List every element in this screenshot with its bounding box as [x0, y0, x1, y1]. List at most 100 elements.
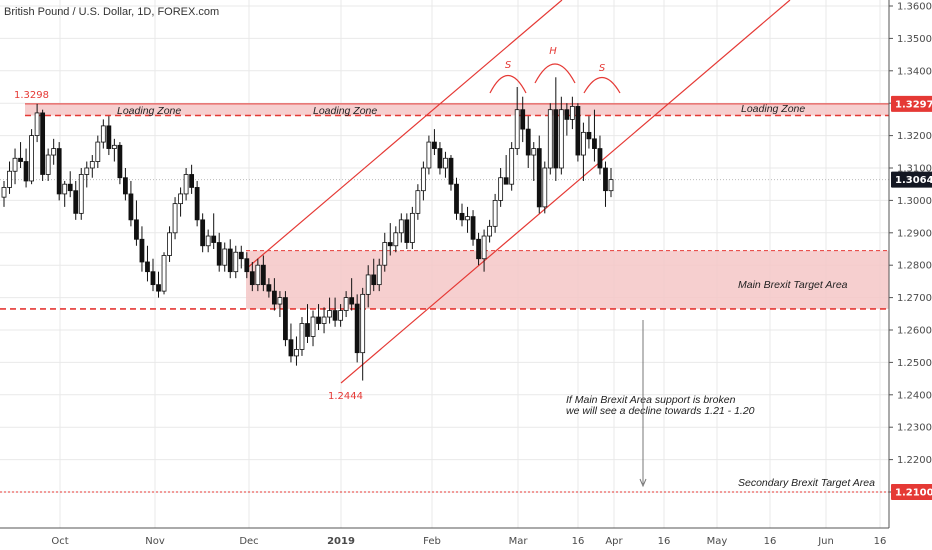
price-tag-box [891, 95, 932, 112]
price-tag-label: 1.32978 [895, 99, 932, 110]
candle [150, 258, 156, 292]
candle [299, 317, 305, 356]
candle [271, 278, 277, 311]
price-tick-label: 1.28000 [897, 261, 932, 272]
time-tick-label: 16 [874, 536, 887, 547]
candle [525, 116, 531, 168]
candle-body [139, 238, 145, 263]
shoulder-right-arc [583, 76, 621, 94]
candle-body [376, 264, 382, 286]
loading-zone-label-3: Loading Zone [741, 103, 805, 115]
candle [492, 193, 498, 233]
candle-body [23, 161, 29, 182]
main-area-label: Main Brexit Target Area [738, 279, 848, 291]
candle [376, 258, 382, 292]
candle [294, 336, 299, 366]
candle [78, 168, 84, 220]
candle-body [503, 177, 509, 185]
candle-body [244, 258, 250, 273]
candle-body [448, 157, 454, 185]
candle-body [189, 174, 195, 188]
candle-body [227, 248, 233, 273]
candle [547, 103, 553, 175]
candle [222, 242, 228, 272]
candle-body [465, 216, 470, 221]
candle [40, 109, 46, 181]
candle-body [520, 109, 526, 130]
candle [382, 232, 388, 272]
pattern-label-s-right: S [599, 63, 606, 74]
time-tick-label: Oct [51, 536, 68, 547]
candle [443, 151, 448, 178]
candle-body [426, 141, 432, 169]
candle-body [332, 310, 338, 321]
candle [249, 261, 255, 292]
candle-body [327, 310, 332, 318]
candle [200, 213, 206, 253]
candle [459, 203, 465, 227]
candle [244, 252, 250, 279]
candle-body [73, 190, 79, 214]
candle [266, 278, 272, 298]
candle [95, 135, 101, 168]
candle [575, 103, 581, 162]
candle-body [150, 271, 156, 286]
candle-body [415, 190, 421, 214]
candle-body [586, 131, 592, 140]
candle-body [387, 242, 393, 247]
candle-body [492, 199, 498, 227]
candle [437, 142, 443, 175]
level-label-high: 1.3298 [14, 90, 49, 101]
candle [283, 291, 288, 347]
candle-body [382, 242, 388, 266]
candle-body [487, 225, 493, 237]
candle [448, 155, 454, 191]
candle [128, 180, 134, 227]
chart-title: British Pound / U.S. Dollar, 1D, FOREX.c… [4, 6, 219, 18]
candle-body [581, 131, 586, 156]
candle-body [564, 109, 570, 120]
price-tick-label: 1.22000 [897, 455, 932, 466]
candle [238, 245, 244, 269]
shoulder-left-arc [489, 75, 527, 94]
candle [498, 168, 504, 207]
candle-body [111, 144, 117, 149]
candle [586, 116, 592, 149]
price-tick-label: 1.27000 [897, 293, 932, 304]
price-tick-label: 1.31000 [897, 164, 932, 175]
candle [139, 226, 145, 272]
candle-body [321, 316, 327, 324]
candle [12, 148, 18, 185]
price-axis-background [889, 0, 932, 528]
candle [178, 187, 183, 217]
candle [117, 142, 123, 185]
candle-body [67, 183, 73, 192]
candle [581, 122, 586, 181]
candle-body [393, 232, 399, 247]
candle [432, 129, 437, 156]
candle [205, 229, 211, 253]
time-tick-label: Jun [817, 536, 834, 547]
candle [542, 161, 548, 214]
price-tick-label: 1.34000 [897, 66, 932, 77]
candle [509, 142, 515, 191]
annotation-line-2: we will see a decline towards 1.21 - 1.2… [566, 405, 755, 417]
candle [514, 87, 520, 156]
candle [487, 219, 493, 243]
time-tick-label: May [707, 536, 728, 547]
candle-body [233, 251, 239, 273]
channel-lower-line [340, 0, 791, 384]
candle-body [255, 264, 261, 286]
candle [62, 180, 68, 207]
head-arc [534, 63, 576, 84]
candle [7, 161, 12, 194]
price-tick-label: 1.29000 [897, 228, 932, 239]
candle [387, 223, 393, 256]
candle-body [134, 219, 139, 240]
price-tick-label: 1.30000 [897, 196, 932, 207]
candle [227, 239, 233, 279]
candle [1, 180, 7, 207]
